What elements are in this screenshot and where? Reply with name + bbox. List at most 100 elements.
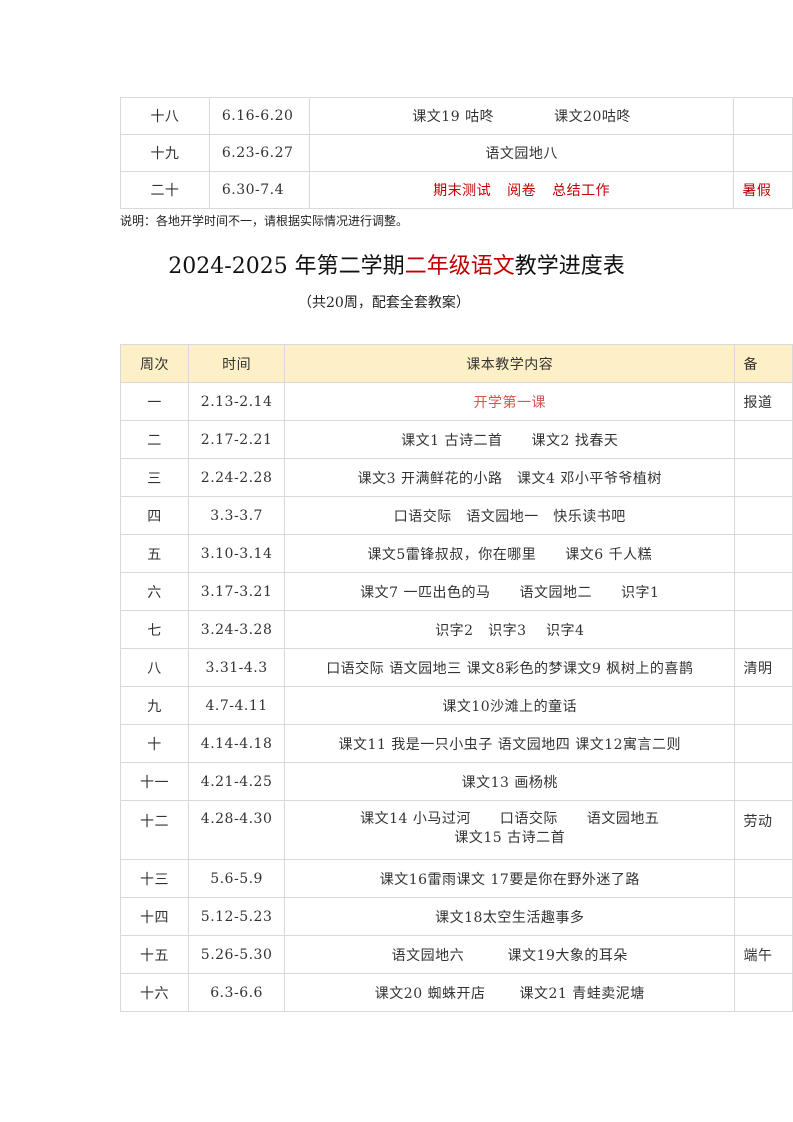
content-cell: 课文19 咕咚 课文20咕咚 bbox=[308, 97, 735, 135]
table-row: 十 4.14-4.18 课文11 我是一只小虫子 语文园地四 课文12寓言二则 bbox=[119, 724, 793, 763]
note-cell bbox=[734, 572, 793, 611]
week-cell: 十 bbox=[119, 724, 190, 763]
dates-cell: 4.7-4.11 bbox=[188, 686, 286, 725]
dates-cell: 2.17-2.21 bbox=[188, 420, 286, 459]
content-line: 课文14 小马过河 口语交际 语文园地五 bbox=[360, 811, 660, 827]
note-cell: 清明 bbox=[734, 648, 793, 687]
content-cell: 语文园地八 bbox=[308, 134, 735, 172]
adjustment-note: 说明：各地开学时间不一，请根据实际情况进行调整。 bbox=[120, 214, 409, 228]
dates-cell: 3.17-3.21 bbox=[188, 572, 286, 611]
dates-cell: 3.3-3.7 bbox=[188, 496, 286, 535]
table-row: 十五 5.26-5.30 语文园地六 课文19大象的耳朵 端午 bbox=[119, 935, 793, 974]
week-cell: 十二 bbox=[119, 800, 190, 860]
content-cell: 口语交际 语文园地三 课文8彩色的梦课文9 枫树上的喜鹊 bbox=[284, 648, 736, 687]
content-cell: 开学第一课 bbox=[284, 382, 736, 421]
dates-cell: 6.23-6.27 bbox=[208, 134, 310, 172]
note-cell bbox=[734, 859, 793, 898]
grading-text: 阅卷 bbox=[507, 183, 537, 199]
note-cell bbox=[734, 420, 793, 459]
content-cell: 课文13 画杨桃 bbox=[284, 762, 736, 801]
week-cell: 五 bbox=[119, 534, 190, 573]
dates-cell: 5.6-5.9 bbox=[188, 859, 286, 898]
content-cell: 口语交际 语文园地一 快乐读书吧 bbox=[284, 496, 736, 535]
title-suffix: 教学进度表 bbox=[514, 254, 625, 279]
table-row: 二十 6.30-7.4 期末测试 阅卷 总结工作 暑假 bbox=[120, 171, 793, 209]
note-cell bbox=[734, 534, 793, 573]
week-cell: 九 bbox=[119, 686, 190, 725]
header-week: 周次 bbox=[119, 344, 190, 383]
table-row: 十二 4.28-4.30 课文14 小马过河 口语交际 语文园地五 课文15 古诗二首… bbox=[119, 800, 793, 860]
table-header-row: 周次 时间 课本教学内容 备 bbox=[119, 344, 793, 383]
table-row: 五 3.10-3.14 课文5雷锋叔叔，你在哪里 课文6 千人糕 bbox=[119, 534, 793, 573]
table-row: 六 3.17-3.21 课文7 一匹出色的马 语文园地二 识字1 bbox=[119, 572, 793, 611]
dates-cell: 3.24-3.28 bbox=[188, 610, 286, 649]
subtitle: （共20周，配套全套教案） bbox=[298, 295, 470, 311]
table-row: 九 4.7-4.11 课文10沙滩上的童话 bbox=[119, 686, 793, 725]
note-cell: 报道 bbox=[734, 382, 793, 421]
week-cell: 二十 bbox=[120, 171, 210, 209]
note-cell: 劳动 bbox=[734, 800, 793, 860]
table-row: 十六 6.3-6.6 课文20 蜘蛛开店 课文21 青蛙卖泥塘 bbox=[119, 973, 793, 1012]
note-cell bbox=[734, 610, 793, 649]
note-cell bbox=[734, 724, 793, 763]
content-cell: 课文11 我是一只小虫子 语文园地四 课文12寓言二则 bbox=[284, 724, 736, 763]
note-cell bbox=[733, 97, 793, 135]
note-cell: 暑假 bbox=[733, 171, 793, 209]
week-cell: 十六 bbox=[119, 973, 190, 1012]
week-cell: 六 bbox=[119, 572, 190, 611]
week-cell: 二 bbox=[119, 420, 190, 459]
dates-cell: 4.21-4.25 bbox=[188, 762, 286, 801]
note-cell bbox=[734, 973, 793, 1012]
week-cell: 四 bbox=[119, 496, 190, 535]
dates-cell: 4.14-4.18 bbox=[188, 724, 286, 763]
table-row: 四 3.3-3.7 口语交际 语文园地一 快乐读书吧 bbox=[119, 496, 793, 535]
content-cell: 识字2 识字3 识字4 bbox=[284, 610, 736, 649]
content-cell: 课文3 开满鲜花的小路 课文4 邓小平爷爷植树 bbox=[284, 458, 736, 497]
week-cell: 十一 bbox=[119, 762, 190, 801]
content-cell: 课文7 一匹出色的马 语文园地二 识字1 bbox=[284, 572, 736, 611]
content-line: 课文15 古诗二首 bbox=[454, 830, 566, 846]
dates-cell: 6.30-7.4 bbox=[208, 171, 310, 209]
week-cell: 十三 bbox=[119, 859, 190, 898]
content-cell: 期末测试 阅卷 总结工作 bbox=[308, 171, 735, 209]
page-title: 2024-2025 年第二学期二年级语文教学进度表 bbox=[0, 248, 793, 280]
dates-cell: 2.13-2.14 bbox=[188, 382, 286, 421]
week-cell: 七 bbox=[119, 610, 190, 649]
week-cell: 十八 bbox=[120, 97, 210, 135]
dates-cell: 3.31-4.3 bbox=[188, 648, 286, 687]
week-cell: 三 bbox=[119, 458, 190, 497]
dates-cell: 3.10-3.14 bbox=[188, 534, 286, 573]
title-highlight: 二年级语文 bbox=[404, 254, 515, 279]
note-cell: 端午 bbox=[734, 935, 793, 974]
lesson-text: 课文20咕咚 bbox=[554, 109, 631, 125]
table-row: 三 2.24-2.28 课文3 开满鲜花的小路 课文4 邓小平爷爷植树 bbox=[119, 458, 793, 497]
dates-cell: 6.16-6.20 bbox=[208, 97, 310, 135]
dates-cell: 6.3-6.6 bbox=[188, 973, 286, 1012]
table-row: 十三 5.6-5.9 课文16雷雨课文 17要是你在野外迷了路 bbox=[119, 859, 793, 898]
content-cell: 课文10沙滩上的童话 bbox=[284, 686, 736, 725]
content-cell: 语文园地六 课文19大象的耳朵 bbox=[284, 935, 736, 974]
header-dates: 时间 bbox=[188, 344, 286, 383]
note-cell bbox=[734, 458, 793, 497]
content-cell: 课文20 蜘蛛开店 课文21 青蛙卖泥塘 bbox=[284, 973, 736, 1012]
note-cell bbox=[734, 762, 793, 801]
table-row: 十一 4.21-4.25 课文13 画杨桃 bbox=[119, 762, 793, 801]
note-cell bbox=[733, 134, 793, 172]
title-year: 2024-2025 年第二学期 bbox=[168, 254, 405, 279]
schedule-table: 周次 时间 课本教学内容 备 一 2.13-2.14 开学第一课 报道二 2.17-2.… bbox=[119, 344, 793, 1012]
note-cell bbox=[734, 496, 793, 535]
week-cell: 十九 bbox=[120, 134, 210, 172]
table-row: 八 3.31-4.3 口语交际 语文园地三 课文8彩色的梦课文9 枫树上的喜鹊 清明 bbox=[119, 648, 793, 687]
table-row: 十八 6.16-6.20 课文19 咕咚 课文20咕咚 bbox=[120, 97, 793, 135]
dates-cell: 2.24-2.28 bbox=[188, 458, 286, 497]
week-cell: 一 bbox=[119, 382, 190, 421]
content-cell: 课文5雷锋叔叔，你在哪里 课文6 千人糕 bbox=[284, 534, 736, 573]
content-cell: 课文18太空生活趣事多 bbox=[284, 897, 736, 936]
note-cell bbox=[734, 897, 793, 936]
content-cell: 课文16雷雨课文 17要是你在野外迷了路 bbox=[284, 859, 736, 898]
table-row: 二 2.17-2.21 课文1 古诗二首 课文2 找春天 bbox=[119, 420, 793, 459]
summary-text: 总结工作 bbox=[552, 183, 611, 199]
table-row: 一 2.13-2.14 开学第一课 报道 bbox=[119, 382, 793, 421]
table-row: 十四 5.12-5.23 课文18太空生活趣事多 bbox=[119, 897, 793, 936]
week-cell: 十四 bbox=[119, 897, 190, 936]
